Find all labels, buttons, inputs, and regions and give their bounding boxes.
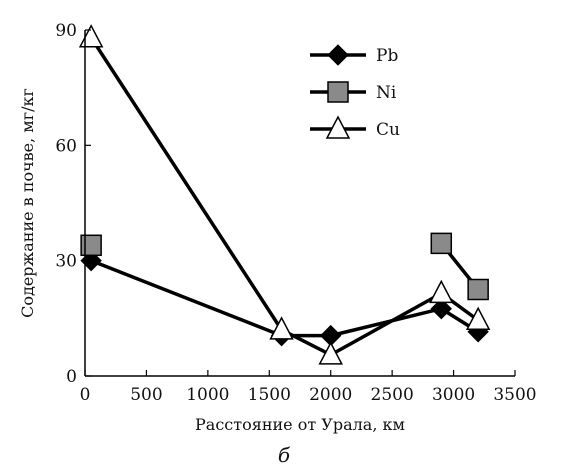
legend-marker-ni	[327, 81, 349, 103]
legend-label: Pb	[376, 46, 398, 66]
x-tick-label: 0	[80, 385, 91, 405]
y-tick-label: 0	[66, 367, 77, 387]
x-tick-label: 500	[130, 385, 162, 405]
y-tick-label: 60	[55, 136, 77, 156]
y-tick-label: 30	[55, 252, 77, 272]
legend-label: Ni	[376, 83, 397, 103]
x-axis-title: Расстояние от Урала, км	[195, 415, 405, 434]
x-tick-label: 1000	[186, 385, 229, 405]
x-tick-label: 3500	[493, 385, 536, 405]
x-tick-label: 3000	[432, 385, 475, 405]
ticks: 0 30 60 90 0 500 1000 1500 2000 2500 3000 3500	[55, 21, 536, 405]
data-point-cu	[269, 316, 294, 340]
legend-label: Cu	[376, 120, 400, 140]
data-point-ni	[430, 232, 453, 255]
data-point-pb	[430, 298, 452, 320]
data-point-cu	[465, 306, 491, 331]
legend: Pb Ni Cu	[310, 44, 400, 140]
legend-item-pb: Pb	[310, 44, 398, 66]
x-tick-label: 2000	[309, 385, 352, 405]
data-point-cu	[78, 24, 104, 48]
y-tick-label: 90	[55, 21, 77, 41]
x-tick-label: 2500	[371, 385, 414, 405]
legend-marker-cu	[325, 115, 351, 139]
x-tick-label: 1500	[248, 385, 291, 405]
data-point-cu	[429, 279, 454, 304]
data-point-ni	[467, 278, 489, 301]
y-axis-title: Содержание в почве, мг/кг	[18, 88, 37, 318]
series-layer	[78, 24, 491, 365]
axes	[84, 30, 515, 377]
series-line-cu	[89, 36, 480, 357]
series-cu	[78, 24, 491, 365]
figure-caption: б	[278, 443, 291, 467]
data-point-cu	[318, 341, 343, 365]
series-ni	[80, 232, 489, 301]
legend-marker-pb	[327, 44, 349, 66]
legend-item-ni: Ni	[310, 81, 397, 103]
data-point-ni	[80, 234, 102, 257]
legend-item-cu: Cu	[310, 115, 400, 140]
